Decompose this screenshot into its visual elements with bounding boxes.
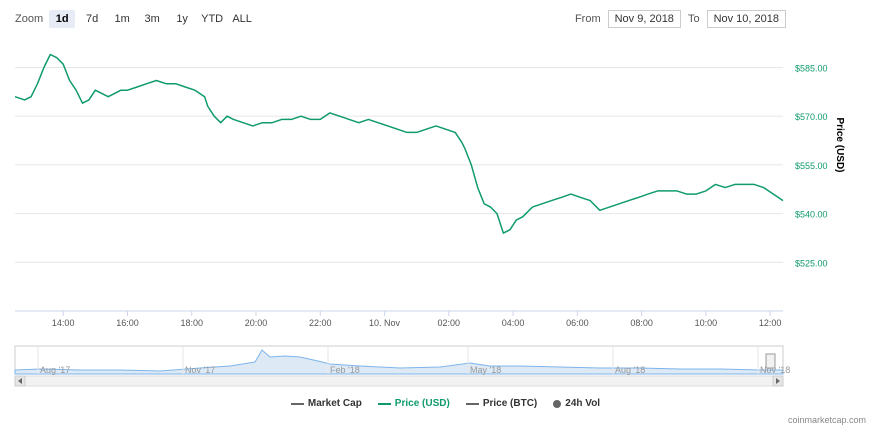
legend: Market Cap Price (USD) Price (BTC) 24h V… [0, 398, 891, 409]
navigator-handle[interactable] [765, 353, 776, 369]
y-tick-label: $555.00 [795, 161, 828, 171]
navigator-label: Aug '18 [615, 365, 645, 375]
y-axis-ticks: $525.00 $540.00 $555.00 $570.00 $585.00 [795, 63, 828, 268]
zoom-7d-button[interactable]: 7d [86, 13, 99, 25]
navigator-series [14, 349, 784, 375]
zoom-label: Zoom [15, 13, 44, 25]
scroll-left-icon [18, 378, 22, 384]
scroll-right-icon [776, 378, 780, 384]
legend-volume-label: 24h Vol [565, 398, 601, 409]
to-label: To [687, 13, 700, 25]
legend-market-cap[interactable]: Market Cap [290, 398, 362, 409]
navigator-label: May '18 [470, 365, 501, 375]
x-tick-label: 08:00 [630, 318, 653, 328]
date-range: From Nov 9, 2018 To Nov 10, 2018 [568, 10, 786, 28]
navigator-scrollbar[interactable] [14, 375, 784, 387]
series-group [14, 53, 784, 234]
to-date-input[interactable]: Nov 10, 2018 [706, 10, 786, 28]
x-tick-label: 18:00 [180, 318, 203, 328]
x-axis-ticks: 14:00 16:00 18:00 20:00 22:00 10. Nov 02:00 04:… [52, 311, 781, 328]
zoom-1m-button[interactable]: 1m [114, 13, 130, 25]
from-label: From [574, 13, 601, 25]
market-cap-line-icon [290, 402, 304, 405]
x-tick-label: 02:00 [438, 318, 461, 328]
price-btc-line-icon [465, 402, 479, 405]
x-tick-label: 12:00 [759, 318, 782, 328]
navigator-label: Feb '18 [330, 365, 360, 375]
x-tick-label: 10. Nov [369, 318, 401, 328]
price-chart: $525.00 $540.00 $555.00 $570.00 $585.00 Pric… [14, 53, 845, 387]
grid-lines [15, 66, 783, 263]
x-tick-label: 10:00 [695, 318, 718, 328]
x-tick-label: 14:00 [52, 318, 75, 328]
legend-volume[interactable]: 24h Vol [553, 398, 600, 409]
navigator-labels: Aug '17 Nov '17 Feb '18 May '18 Aug '18 Nov '… [37, 346, 790, 375]
credit-link[interactable]: coinmarketcap.com [787, 415, 866, 425]
zoom-ytd-button[interactable]: YTD [201, 13, 224, 25]
legend-price-usd[interactable]: Price (USD) [377, 398, 450, 409]
x-tick-label: 16:00 [116, 318, 139, 328]
navigator-label: Aug '17 [40, 365, 70, 375]
y-tick-label: $525.00 [795, 258, 828, 268]
legend-price-btc[interactable]: Price (BTC) [465, 398, 538, 409]
zoom-3m-button[interactable]: 3m [144, 13, 160, 25]
price-usd-line-icon [377, 402, 391, 405]
y-tick-label: $540.00 [795, 210, 828, 220]
legend-price-usd-label: Price (USD) [394, 398, 450, 409]
x-tick-label: 04:00 [502, 318, 525, 328]
volume-dot-icon [553, 399, 562, 408]
navigator-label: Nov '17 [185, 365, 215, 375]
x-tick-label: 06:00 [566, 318, 589, 328]
x-tick-label: 22:00 [309, 318, 332, 328]
price-usd-line [14, 53, 784, 234]
zoom-all-button[interactable]: ALL [232, 13, 252, 25]
x-tick-label: 20:00 [245, 318, 268, 328]
y-tick-label: $585.00 [795, 63, 828, 73]
zoom-1y-button[interactable]: 1y [176, 13, 188, 25]
y-tick-label: $570.00 [795, 112, 828, 122]
legend-market-cap-label: Market Cap [307, 398, 362, 409]
zoom-toolbar: Zoom 1d 7d 1m 3m 1y YTD ALL [15, 10, 259, 28]
zoom-1d-button[interactable]: 1d [49, 10, 76, 28]
legend-price-btc-label: Price (BTC) [482, 398, 538, 409]
y-axis-label: Price (USD) [834, 117, 845, 172]
navigator-label: Nov '18 [760, 365, 790, 375]
navigator[interactable]: Aug '17 Nov '17 Feb '18 May '18 Aug '18 Nov '… [14, 345, 790, 387]
from-date-input[interactable]: Nov 9, 2018 [607, 10, 681, 28]
